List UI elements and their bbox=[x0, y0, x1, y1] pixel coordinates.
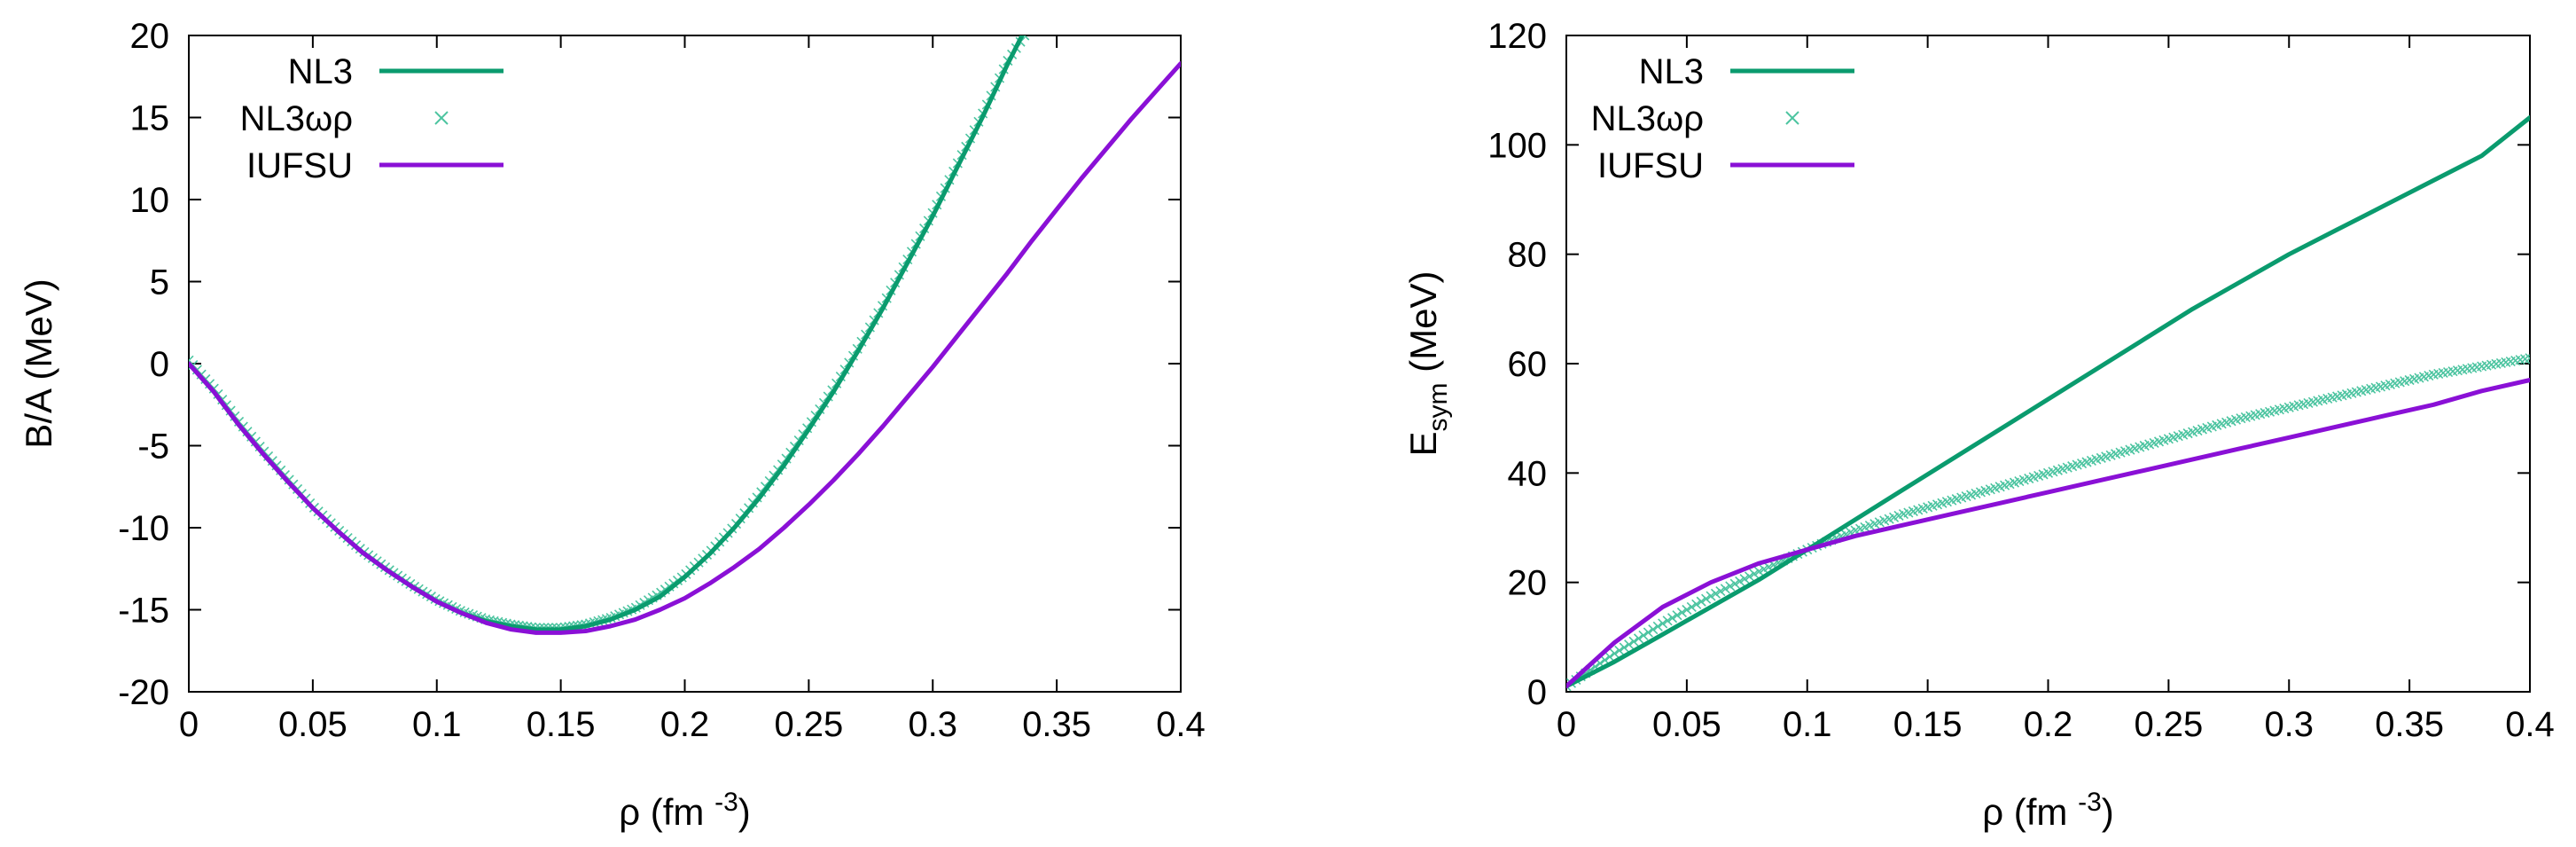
series-nl3wr-marker bbox=[1652, 621, 1663, 631]
x-axis-label: ρ (fm -3) bbox=[619, 788, 751, 833]
x-axis-label: ρ (fm -3) bbox=[1982, 788, 2114, 833]
series-nl3wr-marker bbox=[1753, 566, 1764, 576]
series-nl3wr-marker bbox=[2525, 353, 2530, 364]
series-nl3wr-marker bbox=[1691, 599, 1702, 609]
x-tick-label: 0.05 bbox=[278, 705, 347, 744]
y-tick-label: 40 bbox=[1508, 454, 1548, 493]
x-tick-label: 0.3 bbox=[2264, 705, 2314, 744]
series-nl3wr-marker bbox=[1676, 608, 1688, 618]
panel-binding-energy: 0 0.05 0.1 0.15 0.2 0.25 0.3 0.35 0.4 -20 -15 -10 -5… bbox=[18, 17, 1206, 833]
series-iufsu-line bbox=[1566, 378, 2530, 689]
series-nl3wr-marker bbox=[1696, 596, 1706, 607]
legend-label-nl3: NL3 bbox=[1639, 52, 1704, 91]
series-nl3wr-marker bbox=[1624, 639, 1635, 650]
x-tick-label: 0.1 bbox=[1783, 705, 1832, 744]
series-nl3wr-marker bbox=[1715, 585, 1726, 597]
legend-label-nl3wr: NL3ωρ bbox=[1591, 99, 1704, 138]
x-tick-label: 0.15 bbox=[1893, 705, 1963, 744]
series-nl3wr-marker bbox=[1633, 633, 1644, 644]
x-tick-label: 0.2 bbox=[2024, 705, 2073, 744]
x-tick-label: 0.1 bbox=[412, 705, 462, 744]
series-nl3wr-marker bbox=[1735, 576, 1745, 586]
series-nl3wr-marker bbox=[1739, 574, 1750, 584]
series-nl3wr-marker bbox=[1662, 616, 1673, 626]
x-tick-label: 0.4 bbox=[2505, 705, 2555, 744]
series-iufsu-line bbox=[189, 61, 1181, 635]
y-tick-label: 120 bbox=[1487, 17, 1547, 56]
x-tick-label: 0.15 bbox=[527, 705, 596, 744]
plot-area bbox=[189, 35, 1181, 635]
series-nl3wr-marker bbox=[1701, 593, 1712, 604]
plot-area bbox=[1566, 115, 2530, 692]
series-nl3wr-marker bbox=[1682, 604, 1692, 616]
series-nl3wr-marker bbox=[1604, 651, 1615, 663]
x-tick-label: 0.35 bbox=[2375, 705, 2444, 744]
series-nl3wr-marker bbox=[1706, 591, 1716, 601]
legend-swatch-nl3wr bbox=[434, 111, 449, 125]
y-tick-label: 0 bbox=[150, 345, 169, 384]
y-tick-label: 100 bbox=[1487, 126, 1547, 165]
x-tick-label: 0.2 bbox=[660, 705, 710, 744]
series-nl3wr-marker bbox=[1686, 601, 1697, 612]
y-axis-label: B/A (MeV) bbox=[18, 278, 59, 448]
x-tick-label: 0.25 bbox=[774, 705, 843, 744]
series-nl3wr-marker bbox=[1710, 588, 1721, 599]
legend-swatch-nl3wr bbox=[1785, 111, 1799, 125]
series-nl3wr-marker bbox=[1643, 627, 1653, 638]
x-tick-label: 0 bbox=[1557, 705, 1576, 744]
y-tick-label: 80 bbox=[1508, 236, 1548, 275]
plot-frame bbox=[1565, 35, 2531, 693]
y-axis-label: Esym (MeV) bbox=[1402, 271, 1453, 456]
series-nl3wr-marker bbox=[1725, 581, 1736, 592]
series-nl3wr-marker bbox=[1638, 630, 1649, 641]
y-tick-label: 15 bbox=[130, 99, 170, 138]
y-tick-label: -20 bbox=[118, 673, 169, 712]
y-tick-label: -5 bbox=[137, 427, 169, 467]
y-tick-label: 5 bbox=[150, 263, 169, 302]
legend-label-iufsu: IUFSU bbox=[246, 146, 353, 185]
series-nl3wr-marker bbox=[1609, 648, 1620, 659]
x-tick-label: 0.05 bbox=[1652, 705, 1721, 744]
y-tick-label: 20 bbox=[1508, 564, 1548, 603]
y-tick-label: 10 bbox=[130, 181, 170, 220]
series-nl3wr-marker bbox=[1619, 642, 1629, 653]
x-tick-label: 0.3 bbox=[908, 705, 957, 744]
y-tick-label: 60 bbox=[1508, 345, 1548, 384]
series-nl3wr-marker bbox=[1720, 584, 1730, 594]
x-tick-label: 0.25 bbox=[2134, 705, 2203, 744]
series-nl3wr-marker bbox=[1749, 569, 1760, 579]
series-nl3wr-marker bbox=[1614, 645, 1625, 656]
y-tick-label: -15 bbox=[118, 592, 169, 631]
series-nl3-line bbox=[1566, 115, 2530, 689]
series-nl3wr-marker bbox=[1667, 613, 1678, 623]
y-tick-label: 0 bbox=[1527, 673, 1547, 712]
x-tick-label: 0.4 bbox=[1156, 705, 1206, 744]
legend-label-iufsu: IUFSU bbox=[1597, 146, 1704, 185]
x-tick-label: 0 bbox=[179, 705, 199, 744]
series-nl3wr-marker bbox=[1628, 636, 1639, 647]
series-nl3wr-marker bbox=[1648, 624, 1659, 635]
y-tick-label: 20 bbox=[130, 17, 170, 56]
series-nl3wr-marker bbox=[1744, 571, 1755, 582]
series-nl3wr-marker bbox=[1729, 578, 1740, 589]
series-nl3wr-marker bbox=[1672, 610, 1682, 621]
legend-label-nl3wr: NL3ωρ bbox=[240, 99, 353, 138]
legend-label-nl3: NL3 bbox=[288, 52, 353, 91]
series-nl3wr-marker bbox=[1658, 618, 1668, 629]
x-tick-label: 0.35 bbox=[1022, 705, 1091, 744]
y-tick-label: -10 bbox=[118, 509, 169, 548]
panel-symmetry-energy: 0 0.05 0.1 0.15 0.2 0.25 0.3 0.35 0.4 0 20 40 60 80 10… bbox=[1402, 17, 2555, 833]
